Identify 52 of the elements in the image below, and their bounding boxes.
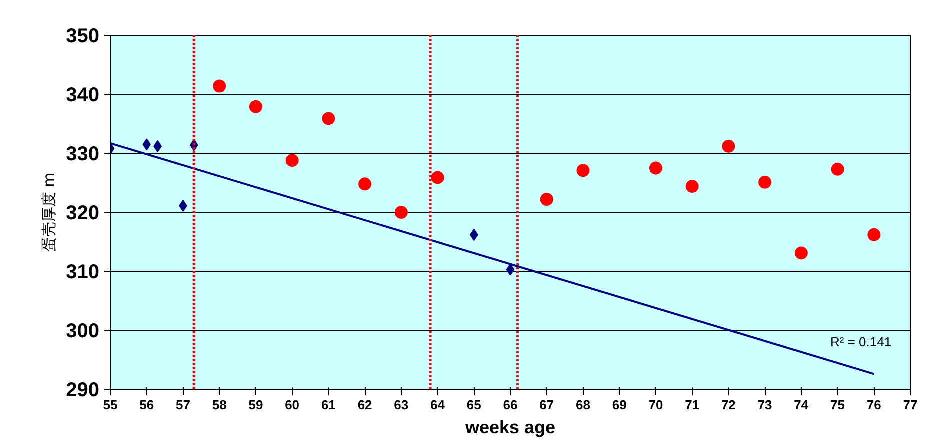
x-tick-label: 70 [648,398,664,412]
y-tick-label: 320 [66,202,100,224]
point [286,154,299,168]
x-tick-label: 73 [758,398,772,412]
y-tick-label: 330 [66,144,100,166]
x-tick-label: 65 [466,398,482,412]
y-tick-label: 290 [66,380,100,402]
point [249,100,262,114]
point [794,246,808,260]
x-tick-label: 71 [685,398,700,412]
x-tick-label: 74 [794,398,810,412]
point [576,164,590,178]
x-tick-label: 75 [830,398,846,412]
point [322,112,336,126]
x-tick-label: 66 [503,398,518,412]
x-tick-label: 63 [394,398,409,412]
x-tick-label: 57 [176,398,190,412]
point [358,178,372,191]
x-tick-label: 59 [248,398,264,412]
x-tick-label: 72 [721,398,736,412]
point [431,171,444,184]
x-tick-label: 61 [321,398,336,412]
x-tick-label: 64 [430,398,446,412]
x-tick-label: 62 [358,398,372,412]
point [142,138,152,151]
point [213,80,226,93]
y-tick-label: 350 [66,26,100,48]
x-tick-label: 77 [903,398,918,412]
y-axis-title: 蛋壳厚度 m [40,172,58,252]
x-tick-label: 67 [540,398,554,412]
point [722,140,736,153]
y-tick-label: 310 [66,262,100,284]
x-tick-label: 55 [103,398,118,412]
x-tick-label: 76 [866,398,882,412]
y-tick-label: 300 [66,320,100,342]
point [686,180,699,194]
point [470,228,478,241]
x-tick-label: 56 [140,398,154,412]
point [831,162,844,176]
y-tick-label: 340 [66,84,100,106]
point [540,193,554,206]
x-tick-label: 60 [285,398,300,412]
point [394,206,408,219]
point [649,162,662,175]
x-axis-title: weeks age [464,418,556,438]
point [758,176,772,189]
point [506,264,515,276]
x-tick-label: 68 [576,398,590,412]
annotation: R² = 0.141 [830,334,892,350]
x-tick-label: 58 [212,398,227,412]
point [868,228,881,242]
x-tick-label: 69 [612,398,627,412]
